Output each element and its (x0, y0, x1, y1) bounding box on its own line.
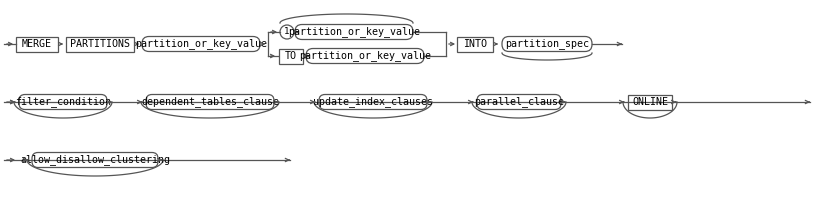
FancyBboxPatch shape (306, 48, 424, 63)
Text: MERGE: MERGE (22, 39, 52, 49)
Bar (66, 37, 134, 52)
Text: dependent_tables_clause: dependent_tables_clause (141, 97, 279, 107)
Text: parallel_clause: parallel_clause (474, 97, 564, 107)
FancyBboxPatch shape (19, 95, 107, 109)
FancyBboxPatch shape (502, 37, 592, 52)
Bar (16, 37, 58, 52)
FancyBboxPatch shape (295, 24, 413, 40)
Text: filter_condition: filter_condition (15, 97, 111, 107)
Text: partition_spec: partition_spec (505, 39, 589, 49)
Bar (279, 48, 303, 63)
FancyBboxPatch shape (142, 37, 260, 52)
FancyBboxPatch shape (146, 95, 274, 109)
FancyBboxPatch shape (477, 95, 561, 109)
Text: partition_or_key_value: partition_or_key_value (288, 26, 420, 37)
Text: TO: TO (285, 51, 297, 61)
FancyBboxPatch shape (319, 95, 427, 109)
Text: update_index_clauses: update_index_clauses (313, 97, 433, 107)
FancyBboxPatch shape (32, 153, 158, 167)
Text: ONLINE: ONLINE (632, 97, 668, 107)
Bar (628, 95, 672, 109)
Text: PARTITIONS: PARTITIONS (70, 39, 130, 49)
Bar (457, 37, 493, 52)
Text: 1: 1 (284, 27, 290, 37)
Text: partition_or_key_value: partition_or_key_value (299, 50, 431, 61)
Text: INTO: INTO (463, 39, 487, 49)
Text: partition_or_key_value: partition_or_key_value (135, 39, 267, 49)
Circle shape (280, 25, 294, 39)
Text: allow_disallow_clustering: allow_disallow_clustering (20, 155, 170, 165)
